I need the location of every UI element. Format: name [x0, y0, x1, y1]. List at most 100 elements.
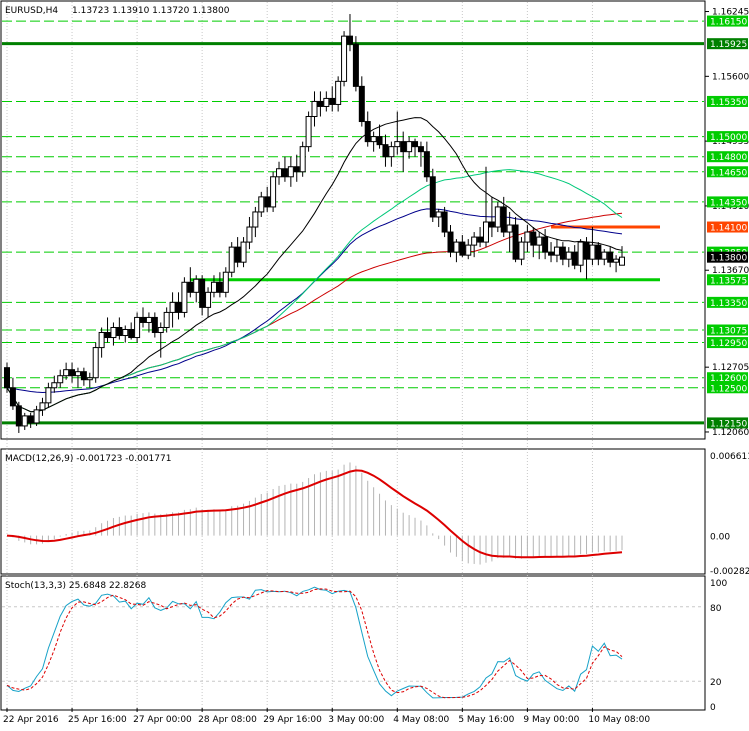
candle-body: [21, 415, 28, 427]
candle-body: [116, 326, 123, 337]
ma-line-red: [6, 212, 623, 413]
candle-body: [264, 196, 271, 208]
price-level-box: [707, 337, 748, 349]
price-tick-label: 1.12705: [712, 363, 749, 373]
price-level-box: [707, 38, 748, 50]
candle-body: [151, 316, 158, 334]
last-price-box: [707, 251, 748, 263]
candle-body: [258, 196, 265, 213]
macd-signal-line: [6, 469, 623, 559]
horizontal-levels: [2, 20, 704, 425]
candle-body: [323, 97, 330, 107]
price-level-label: 1.12500: [710, 384, 747, 394]
price-level-box: [707, 15, 748, 27]
price-level-label: 1.13350: [710, 299, 747, 309]
candle-body: [110, 326, 117, 339]
time-axis: 22 Apr 2016 25 Apr 16:00 27 Apr 00:00 28 Ap…: [3, 708, 650, 725]
candle-body: [577, 241, 584, 266]
price-level-label: 1.13575: [710, 276, 747, 286]
symbol-label: EURUSD,H4: [5, 6, 58, 16]
price-level-label: 1.12950: [710, 339, 747, 349]
candle-body: [500, 206, 507, 233]
price-level-label: 1.12600: [710, 374, 747, 384]
candle-body: [63, 369, 70, 377]
price-level-label: 1.14650: [710, 168, 747, 178]
candle-body: [145, 316, 152, 323]
candle-body: [281, 168, 288, 178]
ohlc-label: 1.13723 1.13910 1.13720 1.13800: [72, 6, 230, 16]
candle-body: [9, 387, 16, 407]
x-tick-label: 4 May 08:00: [393, 715, 449, 725]
x-tick-label: 28 Apr 08:00: [198, 715, 257, 725]
candle-body: [524, 231, 531, 243]
candle-body: [459, 241, 466, 256]
candle-body: [565, 251, 572, 260]
candle-body: [74, 371, 81, 377]
candle-body: [400, 141, 407, 153]
candle-body: [98, 332, 105, 349]
candle-body: [341, 35, 348, 82]
candle-body: [305, 116, 312, 148]
price-level-box: [707, 95, 748, 107]
candle-body: [134, 316, 141, 339]
candle-body: [595, 244, 602, 260]
x-tick-label: 27 Apr 00:00: [133, 715, 192, 725]
price-level-label: 1.12150: [710, 419, 747, 429]
macd-indicator: [6, 462, 623, 565]
x-tick-label: 10 May 08:00: [588, 715, 650, 725]
macd-panel-frame: [0, 448, 706, 575]
candle-body: [181, 281, 188, 313]
candle-body: [329, 97, 336, 105]
macd-tick-label: -0.00282: [710, 567, 749, 577]
price-level-box: [707, 417, 748, 429]
candle-body: [394, 141, 401, 148]
candle-body: [299, 146, 306, 173]
candle-body: [199, 278, 206, 308]
price-tick-label: 1.12060: [712, 428, 749, 438]
candle-body: [293, 166, 300, 173]
candles: [4, 14, 625, 433]
candle-body: [607, 251, 614, 263]
ma-line-green: [6, 169, 623, 413]
candle-body: [27, 415, 34, 424]
candle-body: [376, 136, 383, 146]
candle-body: [382, 144, 389, 158]
candle-body: [435, 211, 442, 218]
candle-body: [388, 146, 395, 158]
candle-body: [163, 311, 170, 328]
candle-body: [193, 278, 200, 293]
x-tick-label: 3 May 00:00: [328, 715, 384, 725]
candle-body: [216, 281, 223, 293]
candle-body: [222, 271, 229, 293]
price-level-box: [707, 296, 748, 308]
candle-body: [4, 367, 10, 389]
price-tick-label: 1.15600: [712, 72, 749, 82]
candle-body: [128, 328, 135, 339]
candle-body: [619, 256, 625, 266]
candle-body: [45, 387, 52, 404]
price-level-box: [707, 131, 748, 143]
price-level-label: 1.14800: [710, 153, 747, 163]
moving-averages: [6, 117, 623, 413]
candle-body: [317, 100, 324, 107]
candle-body: [465, 244, 472, 256]
candle-body: [441, 211, 448, 233]
stoch-tick-label: 100: [710, 579, 727, 589]
price-level-box: [707, 324, 748, 336]
candle-body: [246, 226, 253, 243]
candle-body: [252, 211, 259, 228]
price-level-box: [707, 221, 748, 233]
candle-body: [358, 85, 365, 123]
candle-body: [169, 301, 176, 313]
candle-body: [228, 246, 235, 273]
candle-body: [205, 291, 212, 308]
candle-body: [423, 151, 430, 178]
candle-body: [175, 301, 182, 313]
candle-body: [512, 224, 519, 260]
candle-body: [553, 246, 560, 256]
candle-body: [15, 405, 22, 427]
macd-label: MACD(12,26,9) -0.001723 -0.001771: [5, 454, 171, 464]
price-level-box: [707, 196, 748, 208]
x-tick-label: 29 Apr 16:00: [263, 715, 322, 725]
